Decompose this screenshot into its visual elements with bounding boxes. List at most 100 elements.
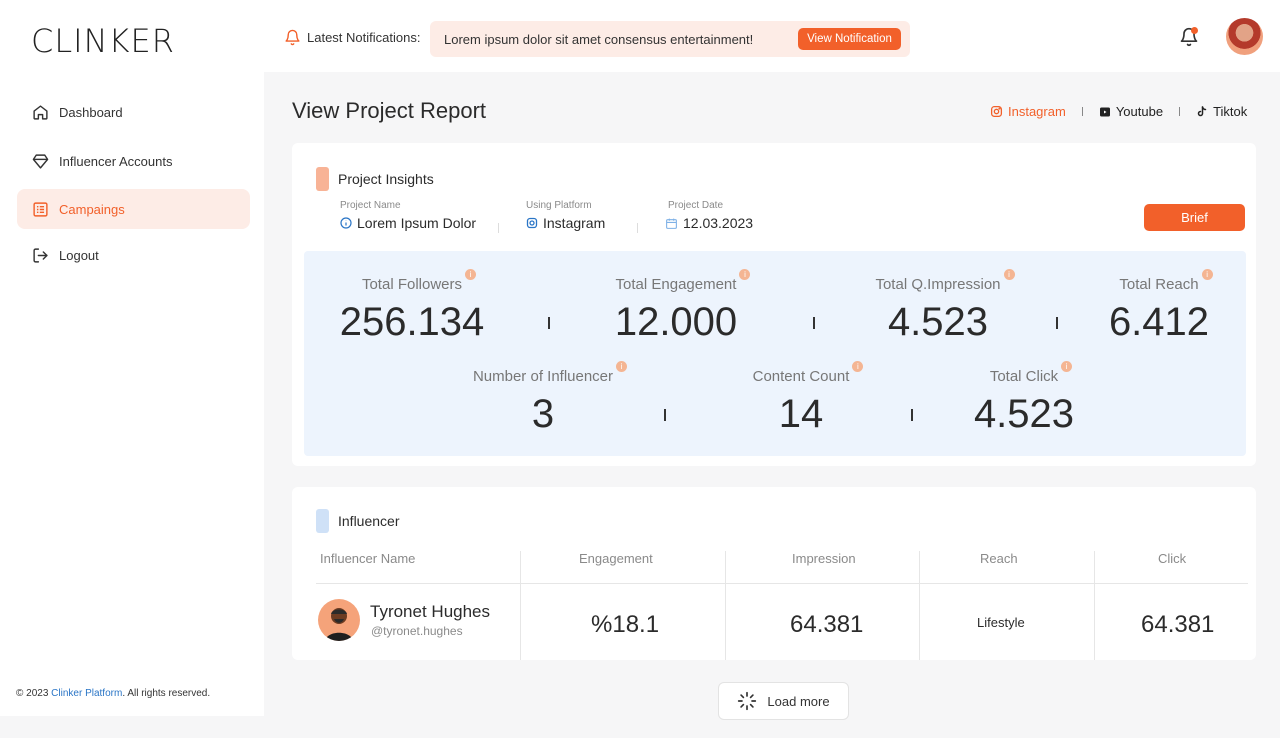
column-header-impression[interactable]: Impression (792, 551, 856, 566)
info-icon[interactable]: i (852, 361, 864, 372)
stat-number-of-influencer: Number of Influencer i 3 (453, 361, 633, 437)
stat-content-count: Content Count i 14 (721, 361, 881, 437)
influencer-avatar (318, 599, 360, 641)
info-icon[interactable]: i (739, 269, 751, 280)
footer-link[interactable]: Clinker Platform (51, 688, 123, 699)
bell-icon (285, 29, 300, 46)
stat-divider (911, 409, 913, 421)
reach-value: Lifestyle (977, 615, 1025, 630)
column-divider (1094, 551, 1095, 660)
info-icon[interactable]: i (1061, 361, 1073, 372)
stat-label: Total Click (989, 368, 1059, 385)
stat-value: 6.412 (1108, 300, 1210, 344)
view-notification-button[interactable]: View Notification (798, 28, 901, 50)
stat-label: Total Engagement (615, 276, 737, 293)
sidebar-item-logout[interactable]: Logout (17, 235, 250, 275)
notification-banner: Lorem ipsum dolor sit amet consensus ent… (430, 21, 910, 57)
info-icon[interactable]: i (465, 269, 477, 280)
influencer-card: Influencer Influencer Name Engagement Im… (292, 487, 1256, 660)
info-icon[interactable]: i (1003, 269, 1015, 280)
user-avatar[interactable] (1226, 18, 1263, 55)
notification-text: Lorem ipsum dolor sit amet consensus ent… (444, 32, 754, 47)
tiktok-icon (1197, 106, 1207, 117)
column-header-reach[interactable]: Reach (980, 551, 1018, 566)
load-more-label: Load more (767, 693, 830, 709)
platform-label: Using Platform (526, 200, 592, 211)
notifications-label: Latest Notifications: (284, 29, 420, 46)
app-logo[interactable]: CLINKER (31, 22, 175, 60)
sidebar-item-label: Influencer Accounts (59, 153, 173, 169)
info-icon[interactable]: i (1201, 269, 1213, 280)
sidebar-item-label: Logout (59, 247, 99, 263)
meta-divider (637, 223, 638, 233)
notifications-bell-icon[interactable] (1179, 27, 1199, 47)
notification-dot (1191, 27, 1198, 34)
section-marker (316, 509, 329, 533)
stat-value: 4.523 (973, 392, 1075, 436)
stat-label: Number of Influencer (472, 368, 614, 385)
tab-instagram[interactable]: Instagram (990, 104, 1066, 119)
brief-button[interactable]: Brief (1144, 204, 1245, 231)
load-more-button[interactable]: Load more (718, 682, 849, 720)
column-header-engagement[interactable]: Engagement (579, 551, 653, 566)
stat-label: Total Followers (361, 276, 463, 293)
stat-divider (1056, 317, 1058, 329)
tab-label: Instagram (1008, 104, 1066, 119)
stat-value: 3 (531, 392, 555, 436)
home-icon (33, 104, 48, 120)
tab-label: Youtube (1115, 104, 1164, 119)
sidebar-item-label: Campaings (59, 201, 125, 217)
stat-divider (813, 317, 815, 329)
column-header-name[interactable]: Influencer Name (320, 551, 416, 566)
project-date-label: Project Date (668, 200, 724, 211)
logout-icon (33, 247, 48, 263)
stat-value: 256.134 (339, 300, 485, 344)
person-avatar-icon (325, 608, 353, 641)
meta-divider (498, 223, 499, 233)
header-row-divider (316, 583, 1248, 584)
sidebar: Dashboard Influencer Accounts Campaings … (0, 72, 264, 716)
info-icon (340, 217, 352, 229)
project-name-field: Project Name Lorem Ipsum Dolor (340, 200, 476, 231)
stat-total-followers: Total Followers i 256.134 (332, 269, 492, 345)
influencer-name[interactable]: Tyronet Hughes (370, 602, 491, 621)
footer-prefix: © 2023 (16, 688, 52, 699)
tab-divider (1081, 107, 1083, 116)
stat-value: 14 (778, 392, 824, 436)
list-icon (33, 201, 48, 217)
platform-value: Instagram (543, 215, 606, 231)
info-icon[interactable]: i (616, 361, 628, 372)
column-divider (520, 551, 521, 660)
tab-youtube[interactable]: Youtube (1099, 104, 1163, 119)
column-header-click[interactable]: Click (1158, 551, 1187, 566)
stat-total-click: Total Click i 4.523 (944, 361, 1104, 437)
notifications-label-text: Latest Notifications: (307, 30, 421, 45)
tab-tiktok[interactable]: Tiktok (1196, 104, 1247, 119)
stat-value: 12.000 (614, 300, 738, 344)
engagement-value: %18.1 (591, 611, 660, 638)
instagram-icon (990, 105, 1003, 118)
project-insights-title: Project Insights (338, 171, 434, 187)
column-divider (919, 551, 920, 660)
stat-total-q-impression: Total Q.Impression i 4.523 (858, 269, 1018, 345)
instagram-icon (526, 217, 538, 229)
sidebar-item-dashboard[interactable]: Dashboard (17, 92, 250, 132)
stats-panel: Total Followers i 256.134 Total Engagemen… (304, 251, 1246, 456)
top-header: CLINKER Latest Notifications: Lorem ipsu… (0, 0, 1280, 72)
footer-suffix: . All rights reserved. (122, 688, 211, 699)
loading-spinner-icon (738, 691, 757, 711)
project-name-value: Lorem Ipsum Dolor (357, 215, 477, 231)
stat-total-engagement: Total Engagement i 12.000 (591, 269, 761, 345)
column-divider (725, 551, 726, 660)
sidebar-item-campaings[interactable]: Campaings (17, 189, 250, 229)
project-date-field: Project Date 12.03.2023 (665, 200, 753, 231)
page-title: View Project Report (292, 98, 487, 123)
tab-label: Tiktok (1213, 104, 1248, 119)
stat-total-reach: Total Reach i 6.412 (1084, 269, 1234, 345)
stat-divider (664, 409, 666, 421)
stat-value: 4.523 (887, 300, 989, 344)
youtube-icon (1099, 107, 1110, 116)
platform-tabs: Instagram Youtube Tiktok (990, 104, 1247, 119)
stat-divider (548, 317, 550, 329)
sidebar-item-influencer-accounts[interactable]: Influencer Accounts (17, 141, 250, 181)
